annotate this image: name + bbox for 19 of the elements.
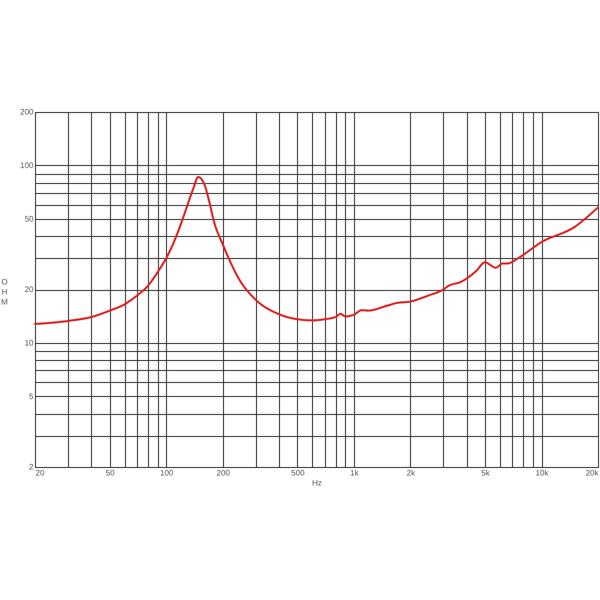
x-tick-label: 5k (481, 468, 491, 478)
y-tick-label: 5 (29, 392, 34, 401)
y-tick-label: 10 (24, 338, 34, 348)
x-axis-title: Hz (312, 478, 322, 488)
y-tick-label: 100 (20, 160, 34, 170)
x-tick-label: 20k (586, 468, 600, 478)
x-tick-label: 20 (36, 468, 45, 478)
y-tick-label: 20 (24, 285, 34, 294)
y-axis-title: OHM (1, 278, 8, 306)
x-tick-label: 50 (106, 468, 116, 478)
y-tick-label: 50 (24, 214, 34, 224)
x-tick-label: 10k (536, 468, 550, 478)
x-tick-label: 100 (160, 468, 174, 478)
x-tick-label: 1k (350, 468, 360, 478)
x-tick-label: 500 (291, 468, 306, 478)
x-tick-label: 200 (216, 468, 230, 478)
y-tick-label: 2 (29, 462, 34, 472)
x-tick-label: 2k (406, 468, 416, 478)
y-tick-label: 200 (20, 108, 34, 116)
